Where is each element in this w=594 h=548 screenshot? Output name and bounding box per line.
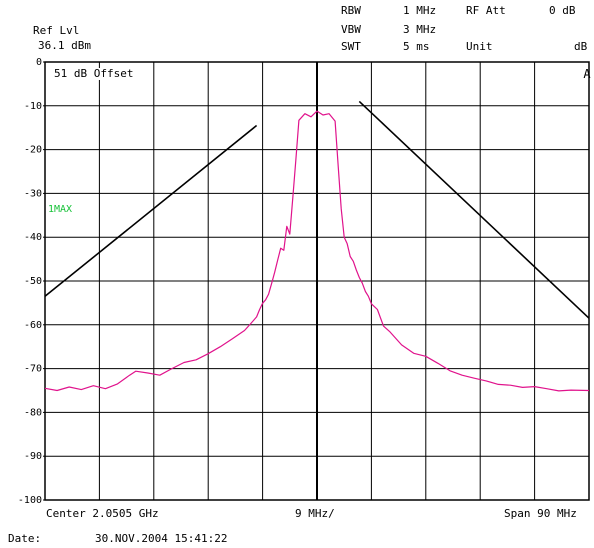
ref-level-value: 36.1 dBm bbox=[38, 39, 91, 52]
y-tick-label: -100 bbox=[18, 495, 42, 506]
date-label: Date: bbox=[8, 532, 42, 545]
y-tick-label: -90 bbox=[24, 451, 42, 462]
rbw-value: 1 MHz bbox=[403, 4, 437, 17]
unit-label: Unit bbox=[466, 40, 493, 53]
center-frequency: Center 2.0505 GHz bbox=[46, 507, 159, 520]
division-width: 9 MHz/ bbox=[295, 507, 335, 520]
rf-att-label: RF Att bbox=[466, 4, 506, 17]
rbw-label: RBW bbox=[341, 4, 361, 17]
ref-level-label: Ref Lvl bbox=[33, 24, 80, 37]
y-tick-label: 0 bbox=[36, 57, 42, 68]
span-label: Span 90 MHz bbox=[504, 507, 577, 520]
vbw-label: VBW bbox=[341, 23, 361, 36]
side-marker: A bbox=[583, 67, 591, 81]
y-tick-label: -80 bbox=[24, 407, 42, 418]
y-tick-label: -60 bbox=[24, 320, 42, 331]
series-layer bbox=[44, 100, 590, 392]
y-tick-label: -40 bbox=[24, 232, 42, 243]
limit-mask-left bbox=[44, 124, 258, 297]
y-tick-label: -10 bbox=[24, 101, 42, 112]
y-tick-label: -20 bbox=[24, 145, 42, 156]
y-tick-label: -70 bbox=[24, 364, 42, 375]
vbw-value: 3 MHz bbox=[403, 23, 437, 36]
grid bbox=[44, 61, 590, 501]
offset-label: 51 dB Offset bbox=[52, 67, 136, 80]
unit-value: dB bbox=[574, 40, 588, 53]
swt-label: SWT bbox=[341, 40, 361, 53]
trace-label: 1MAX bbox=[48, 204, 73, 215]
y-tick-label: -30 bbox=[24, 188, 42, 199]
limit-mask-right bbox=[358, 100, 590, 319]
y-axis-ticks: 0 -10 -20 -30 -40 -50 -60 -70 -80 -90 -100 bbox=[18, 57, 45, 506]
rf-att-value: 0 dB bbox=[549, 4, 576, 17]
spectrum-trace bbox=[44, 110, 590, 392]
y-tick-label: -50 bbox=[24, 276, 42, 287]
date-value: 30.NOV.2004 15:41:22 bbox=[95, 532, 228, 545]
swt-value: 5 ms bbox=[403, 40, 430, 53]
